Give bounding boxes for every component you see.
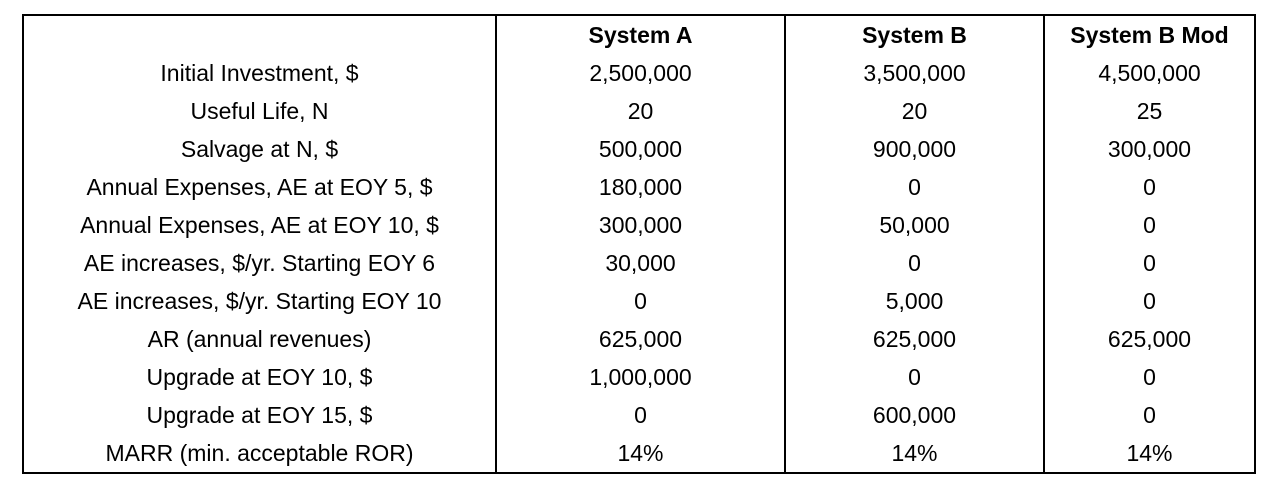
cell-value: 600,000 <box>784 396 1044 434</box>
table-row: Annual Expenses, AE at EOY 10, $ 300,000… <box>23 206 1255 244</box>
cell-value: 4,500,000 <box>1043 54 1255 92</box>
row-label: Useful Life, N <box>190 98 329 124</box>
cell-value: 500,000 <box>495 130 785 168</box>
row-label: MARR (min. acceptable ROR) <box>105 440 414 466</box>
cell-value: 14% <box>495 434 785 473</box>
cell-value: 0 <box>1043 396 1255 434</box>
cell-value: 900,000 <box>784 130 1044 168</box>
row-label: AE increases, $/yr. Starting EOY 10 <box>77 288 442 314</box>
cell-value: 0 <box>784 358 1044 396</box>
cell-value: 300,000 <box>1043 130 1255 168</box>
row-label: AR (annual revenues) <box>147 326 372 352</box>
row-label: Initial Investment, $ <box>160 60 359 86</box>
table-row: AE increases, $/yr. Starting EOY 10 0 5,… <box>23 282 1255 320</box>
table-row: Salvage at N, $ 500,000 900,000 300,000 <box>23 130 1255 168</box>
cell-value: 625,000 <box>495 320 785 358</box>
data-table: System A System B System B Mod Initial I… <box>22 14 1256 474</box>
cell-value: 14% <box>1043 434 1255 473</box>
header-system-a: System A <box>495 15 785 54</box>
header-system-b-mod: System B Mod <box>1043 15 1255 54</box>
table-row: AE increases, $/yr. Starting EOY 6 30,00… <box>23 244 1255 282</box>
cell-value: 0 <box>784 244 1044 282</box>
header-row: System A System B System B Mod <box>23 15 1255 54</box>
cell-value: 5,000 <box>784 282 1044 320</box>
cell-value: 50,000 <box>784 206 1044 244</box>
cell-value: 0 <box>1043 244 1255 282</box>
cell-value: 300,000 <box>495 206 785 244</box>
table-row: Upgrade at EOY 15, $ 0 600,000 0 <box>23 396 1255 434</box>
cell-value: 2,500,000 <box>495 54 785 92</box>
cell-value: 0 <box>1043 168 1255 206</box>
cell-value: 3,500,000 <box>784 54 1044 92</box>
cell-value: 0 <box>1043 282 1255 320</box>
row-label: AE increases, $/yr. Starting EOY 6 <box>83 250 436 276</box>
header-system-b: System B <box>784 15 1044 54</box>
cell-value: 0 <box>495 282 785 320</box>
cell-value: 20 <box>495 92 785 130</box>
cell-value: 0 <box>1043 206 1255 244</box>
row-label: Salvage at N, $ <box>180 136 339 162</box>
cell-value: 0 <box>784 168 1044 206</box>
cell-value: 625,000 <box>784 320 1044 358</box>
table-row: Annual Expenses, AE at EOY 5, $ 180,000 … <box>23 168 1255 206</box>
cell-value: 625,000 <box>1043 320 1255 358</box>
cell-value: 14% <box>784 434 1044 473</box>
header-blank <box>23 15 496 54</box>
cell-value: 30,000 <box>495 244 785 282</box>
cell-value: 180,000 <box>495 168 785 206</box>
cell-value: 20 <box>784 92 1044 130</box>
row-label: Upgrade at EOY 10, $ <box>146 364 373 390</box>
cell-value: 25 <box>1043 92 1255 130</box>
cell-value: 0 <box>495 396 785 434</box>
table-row: Upgrade at EOY 10, $ 1,000,000 0 0 <box>23 358 1255 396</box>
row-label: Annual Expenses, AE at EOY 10, $ <box>80 212 439 238</box>
table-row: AR (annual revenues) 625,000 625,000 625… <box>23 320 1255 358</box>
table-row: Useful Life, N 20 20 25 <box>23 92 1255 130</box>
row-label: Upgrade at EOY 15, $ <box>146 402 373 428</box>
table-row: Initial Investment, $ 2,500,000 3,500,00… <box>23 54 1255 92</box>
cell-value: 1,000,000 <box>495 358 785 396</box>
table-row: MARR (min. acceptable ROR) 14% 14% 14% <box>23 434 1255 473</box>
cell-value: 0 <box>1043 358 1255 396</box>
row-label: Annual Expenses, AE at EOY 5, $ <box>86 174 433 200</box>
